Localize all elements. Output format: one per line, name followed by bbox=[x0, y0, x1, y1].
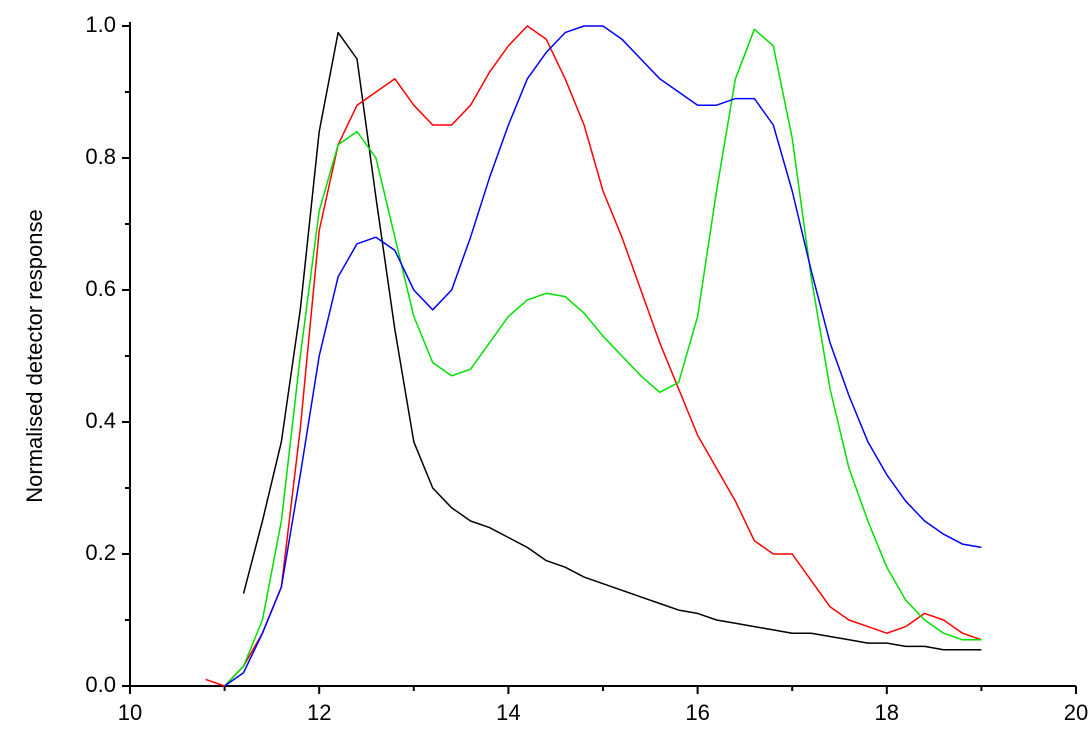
x-tick-label: 16 bbox=[685, 700, 709, 725]
x-tick-label: 12 bbox=[307, 700, 331, 725]
series-line bbox=[242, 31, 982, 651]
series-line bbox=[224, 25, 982, 687]
y-tick-label: 1.0 bbox=[85, 12, 116, 37]
x-tick-label: 14 bbox=[496, 700, 520, 725]
x-tick-label: 10 bbox=[118, 700, 142, 725]
y-tick-label: 0.0 bbox=[85, 672, 116, 697]
y-axis-label: Normalised detector response bbox=[22, 209, 47, 502]
y-tick-label: 0.8 bbox=[85, 144, 116, 169]
x-tick-label: 20 bbox=[1064, 700, 1088, 725]
series-line bbox=[224, 28, 982, 687]
y-tick-label: 0.6 bbox=[85, 276, 116, 301]
series-line bbox=[205, 25, 982, 687]
y-tick-label: 0.2 bbox=[85, 540, 116, 565]
y-tick-label: 0.4 bbox=[85, 408, 116, 433]
x-tick-label: 18 bbox=[875, 700, 899, 725]
